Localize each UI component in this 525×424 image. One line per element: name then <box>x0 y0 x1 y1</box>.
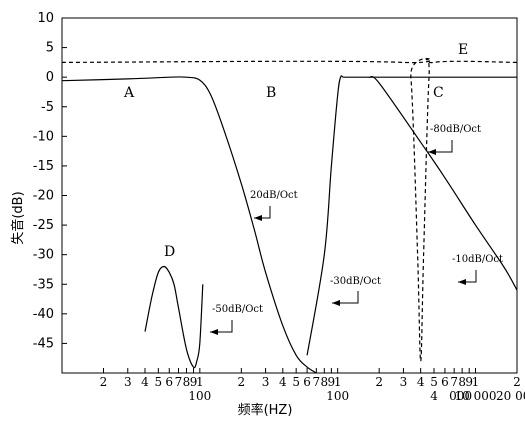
x-decade-label: 100 <box>326 389 349 403</box>
x-tick-label: 6 <box>303 375 311 389</box>
x-tick-label: 6 <box>441 375 449 389</box>
annotation-50db-arrow <box>210 320 233 333</box>
x-tick-label: 1 <box>196 375 204 389</box>
x-tick-label: 2 <box>238 375 246 389</box>
x-tick-label: 1 <box>472 375 480 389</box>
x-decade-label: 100 <box>188 389 211 403</box>
y-tick-label: -10 <box>33 129 54 144</box>
x-tick-label: 1 <box>334 375 342 389</box>
annotation-80db: -80dB/Oct <box>430 124 481 135</box>
y-tick-label: -15 <box>33 159 54 174</box>
x-tick-label: 8 <box>458 375 466 389</box>
series-line-a <box>61 76 317 374</box>
series-line-d <box>144 265 204 369</box>
annotation-80db-arrowhead <box>428 149 436 155</box>
y-tick-label: -35 <box>33 277 54 292</box>
annotation-10db-arrowhead <box>458 279 466 285</box>
x-decade-label: 20 000 <box>496 389 525 403</box>
x-tick-label: 5 <box>430 375 438 389</box>
annotation-20db: 20dB/Oct <box>250 190 298 201</box>
x-tick-label: 2 <box>100 375 108 389</box>
x-tick-label: 2 <box>513 375 521 389</box>
x-tick-label: 9 <box>328 375 336 389</box>
y-axis: 10 5 0 -5 -10 -15 -20 -25 -30 -35 -40 -45 <box>33 11 67 351</box>
y-tick-label: -20 <box>33 189 54 204</box>
y-tick-label: -45 <box>33 336 54 351</box>
x-decade-label: 10 000 <box>455 389 497 403</box>
y-tick-label: 5 <box>46 41 54 56</box>
series-label-d: D <box>164 244 175 260</box>
x-tick-label: 9 <box>465 375 473 389</box>
annotation-80db-arrow <box>428 140 453 153</box>
x-tick-label: 4 <box>279 375 287 389</box>
x-decade-label: 000 <box>449 389 472 403</box>
y-tick-label: 0 <box>46 70 54 85</box>
series-label-e: E <box>458 42 468 58</box>
y-tick-label: 10 <box>37 11 54 26</box>
x-tick-label: 8 <box>320 375 328 389</box>
annotation-20db-arrowhead <box>254 215 262 221</box>
x-tick-label: 8 <box>183 375 191 389</box>
annotation-10db: -10dB/Oct <box>452 254 503 265</box>
x-tick-label: 7 <box>175 375 183 389</box>
series-label-c: C <box>433 85 444 101</box>
y-axis-title: 失音(dB) <box>10 191 26 244</box>
annotation-30db-arrow <box>332 291 359 304</box>
x-axis-title: 频率(HZ) <box>238 402 293 418</box>
x-tick-label: 5 <box>155 375 163 389</box>
x-tick-label: 5 <box>292 375 300 389</box>
x-tick-label: 3 <box>262 375 270 389</box>
series-layer <box>61 57 518 374</box>
x-tick-label: 4 <box>417 375 425 389</box>
x-tick-label: 7 <box>450 375 458 389</box>
x-tick-label: 7 <box>313 375 321 389</box>
series-line-b <box>306 75 518 356</box>
annotation-30db-arrowhead <box>332 300 340 306</box>
x-tick-label: 9 <box>190 375 198 389</box>
y-tick-label: -5 <box>41 100 54 115</box>
annotation-50db: -50dB/Oct <box>212 304 263 315</box>
series-line-e <box>61 57 518 362</box>
series-label-b: B <box>266 85 276 101</box>
x-tick-label: 6 <box>165 375 173 389</box>
annotation-30db: -30dB/Oct <box>330 276 381 287</box>
x-decade-label: 4 <box>430 389 438 403</box>
y-tick-label: -30 <box>33 248 54 263</box>
x-tick-label: 3 <box>400 375 408 389</box>
annotation-50db-arrowhead <box>210 329 218 335</box>
x-tick-label: 2 <box>375 375 383 389</box>
x-tick-label: 4 <box>141 375 149 389</box>
x-tick-label: 3 <box>124 375 132 389</box>
series-label-a: A <box>123 85 135 101</box>
annotation-10db-arrow <box>458 270 477 283</box>
series-line-c <box>369 75 518 291</box>
y-tick-label: -25 <box>33 218 54 233</box>
y-tick-label: -40 <box>33 307 54 322</box>
